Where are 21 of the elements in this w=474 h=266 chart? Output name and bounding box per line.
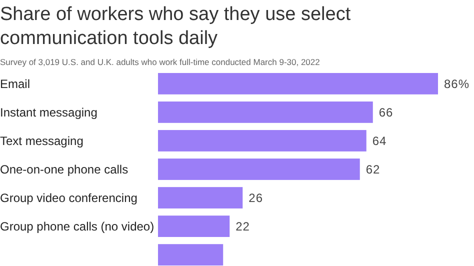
- data-label: 22: [236, 219, 250, 234]
- y-tick-label: Instant messaging: [0, 105, 98, 120]
- data-label: 26: [248, 190, 264, 205]
- bar: [158, 216, 230, 237]
- y-tick-label: Group phone calls (no video): [0, 219, 154, 234]
- data-label: 64: [372, 134, 387, 148]
- data-label: 86%: [444, 76, 470, 91]
- bar: [158, 187, 243, 208]
- data-label: 62: [366, 162, 380, 176]
- bar: [158, 102, 373, 123]
- y-tick-label: Group video conferencing: [0, 190, 138, 205]
- y-tick-label: One-on-one phone calls: [0, 162, 128, 176]
- bar: [158, 244, 224, 266]
- bar: [158, 73, 438, 94]
- bar: [158, 158, 360, 180]
- chart-title: Share of workers who say they use select communication tools daily: [0, 4, 352, 49]
- chart-subtitle: Survey of 3,019 U.S. and U.K. adults who work full-time conducted March 9-30, 2022: [0, 57, 320, 67]
- y-tick-label: Email: [0, 76, 30, 91]
- data-label: 66: [378, 105, 394, 120]
- y-tick-label: Text messaging: [0, 134, 84, 148]
- bar: [158, 130, 366, 152]
